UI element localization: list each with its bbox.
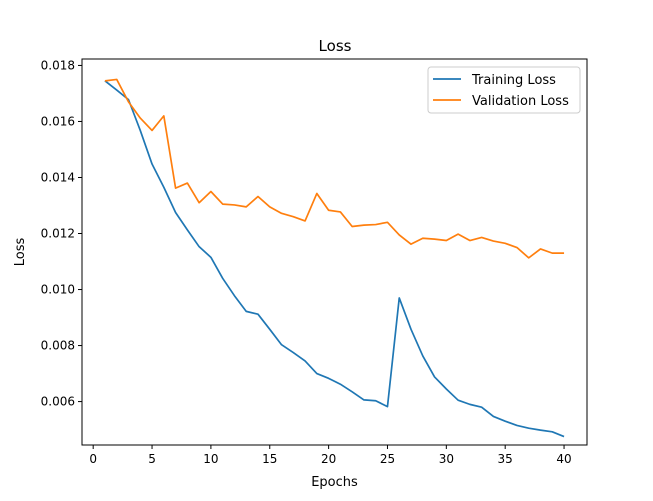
x-axis-ticks: 0 5 10 15 20 25 30 35 40 xyxy=(89,445,572,466)
axes-frame xyxy=(81,58,588,446)
y-axis-ticks: 0.006 0.008 0.010 0.012 0.014 0.016 0.018 xyxy=(41,58,82,409)
y-tick-label: 0.008 xyxy=(41,339,75,353)
y-tick-label: 0.012 xyxy=(41,227,75,241)
x-axis-label: Epochs xyxy=(311,475,358,490)
series-line-training-loss xyxy=(104,80,565,438)
x-tick-label: 25 xyxy=(380,452,395,466)
y-tick-label: 0.016 xyxy=(41,114,75,128)
series-line-validation-loss xyxy=(104,78,565,259)
x-tick-label: 15 xyxy=(262,452,277,466)
y-axis-label: Loss xyxy=(13,238,28,267)
y-tick-label: 0.010 xyxy=(41,283,75,297)
x-tick-label: 5 xyxy=(148,452,156,466)
x-tick-label: 10 xyxy=(203,452,218,466)
legend: Training Loss Validation Loss xyxy=(427,66,581,114)
y-tick-label: 0.014 xyxy=(41,170,75,184)
plot-lines xyxy=(104,78,565,438)
x-tick-label: 35 xyxy=(498,452,513,466)
legend-label-training-loss: Training Loss xyxy=(471,73,556,88)
legend-label-validation-loss: Validation Loss xyxy=(472,94,569,109)
chart-title: Loss xyxy=(319,37,352,55)
x-tick-label: 20 xyxy=(321,452,336,466)
x-tick-label: 0 xyxy=(89,452,97,466)
x-tick-label: 40 xyxy=(556,452,571,466)
x-tick-label: 30 xyxy=(439,452,454,466)
y-tick-label: 0.018 xyxy=(41,58,75,72)
legend-box xyxy=(427,66,581,114)
y-tick-label: 0.006 xyxy=(41,395,75,409)
